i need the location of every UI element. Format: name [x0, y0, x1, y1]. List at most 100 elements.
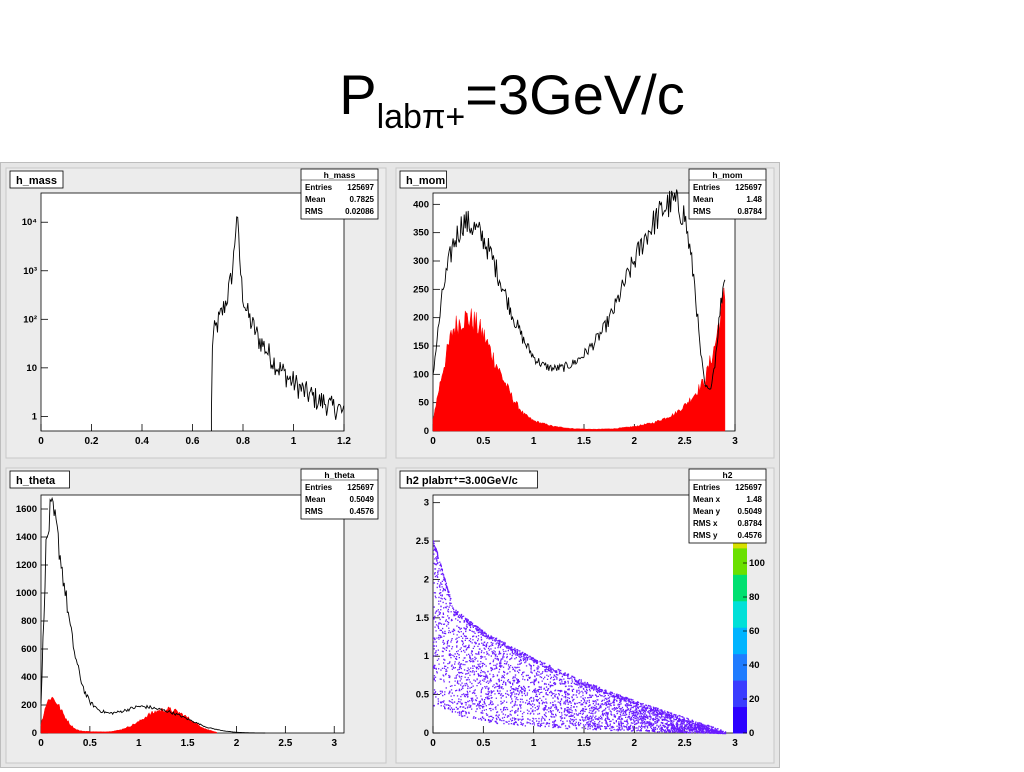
- series-line: [40, 496, 266, 734]
- stats-value: 125697: [347, 183, 374, 192]
- colorbar-tick-label: 0: [749, 728, 754, 739]
- histogram-name-box: [399, 170, 447, 189]
- y-tick-label: 600: [21, 644, 37, 655]
- stats-value: 0.02086: [345, 207, 374, 216]
- series-line: [210, 216, 345, 432]
- x-tick-label: 2.5: [678, 738, 692, 749]
- stats-key: RMS y: [693, 531, 718, 540]
- root-canvas: 0 0.2 0.4 0.6 0.8 1 1.2 1 10 10² 10³ 10⁴ h_mass h_mas…: [0, 162, 780, 768]
- y-tick-label: 1400: [16, 532, 37, 543]
- scatter-points: [433, 540, 727, 735]
- x-tick-label: 2.5: [278, 738, 292, 749]
- stats-box: [688, 168, 767, 220]
- x-tick-label: 1: [291, 436, 297, 447]
- x-tick-label: 0: [38, 436, 44, 447]
- y-tick-label: 800: [21, 616, 37, 627]
- x-tick-label: 0.5: [476, 436, 490, 447]
- y-tick-label: 1: [424, 651, 430, 662]
- y-tick-label: 150: [413, 341, 429, 352]
- y-tick-label: 2: [424, 574, 429, 585]
- histogram-name-box: [399, 470, 538, 489]
- colorbar-segment: [733, 574, 747, 602]
- stats-key: Mean y: [693, 507, 721, 516]
- y-tick-label: 2.5: [416, 536, 430, 547]
- plot-frame: [432, 494, 736, 734]
- x-tick-label: 3: [331, 738, 337, 749]
- stats-key: Entries: [305, 483, 333, 492]
- stats-value: 0.7825: [350, 195, 375, 204]
- series-fill: [432, 287, 726, 432]
- x-tick-label: 0.4: [135, 436, 149, 447]
- histogram-name-box: [9, 170, 64, 189]
- title-subscript: labπ+: [376, 98, 466, 136]
- x-tick-label: 0.5: [476, 738, 490, 749]
- slide-title: Plabπ+=3GeV/c: [0, 62, 1024, 137]
- stats-key: Mean: [693, 195, 714, 204]
- histogram-name: h_theta: [16, 475, 56, 487]
- x-tick-label: 1.5: [577, 436, 591, 447]
- stats-title: h_mass: [324, 170, 356, 180]
- x-tick-label: 0.5: [83, 738, 97, 749]
- y-tick-label: 400: [21, 672, 37, 683]
- stats-key: Mean x: [693, 495, 721, 504]
- colorbar-tick-label: 80: [749, 592, 760, 603]
- x-tick-label: 2: [632, 738, 638, 749]
- y-tick-label: 3: [424, 498, 429, 509]
- y-tick-label: 0.5: [416, 690, 430, 701]
- y-tick-label: 10²: [23, 314, 37, 325]
- x-tick-label: 0.8: [236, 436, 250, 447]
- title-rest: =3GeV/c: [465, 63, 685, 126]
- colorbar-segment: [733, 600, 747, 628]
- histogram-name-box: [9, 470, 70, 489]
- colorbar-segment: [733, 680, 747, 708]
- x-tick-label: 1: [136, 738, 142, 749]
- x-tick-label: 1.5: [577, 738, 591, 749]
- x-tick-label: 0: [38, 738, 44, 749]
- y-tick-label: 300: [413, 256, 429, 267]
- x-tick-label: 3: [732, 436, 738, 447]
- plot-frame: [432, 192, 736, 432]
- stats-box: [300, 468, 379, 520]
- x-tick-label: 0.6: [186, 436, 200, 447]
- y-tick-label: 1200: [16, 560, 37, 571]
- x-tick-label: 0: [430, 738, 436, 749]
- stats-value: 125697: [735, 483, 762, 492]
- series-line: [432, 189, 726, 390]
- histogram-name: h_mom: [406, 175, 445, 187]
- stats-box: [300, 168, 379, 220]
- stats-value: 125697: [347, 483, 374, 492]
- y-tick-label: 10⁴: [22, 217, 38, 228]
- x-tick-label: 1.5: [181, 738, 195, 749]
- pad-1: 0 0.2 0.4 0.6 0.8 1 1.2 1 10 10² 10³ 10⁴ h_mass h_mas…: [5, 167, 387, 459]
- stats-key: RMS: [305, 507, 323, 516]
- plot-frame: [40, 494, 345, 734]
- stats-value: 0.5049: [738, 507, 763, 516]
- y-tick-label: 350: [413, 228, 429, 239]
- stats-key: RMS: [305, 207, 323, 216]
- y-tick-label: 200: [413, 313, 429, 324]
- stats-key: Entries: [305, 183, 333, 192]
- x-tick-label: 2.5: [678, 436, 692, 447]
- colorbar-segment: [733, 653, 747, 681]
- y-tick-label: 0: [424, 426, 429, 437]
- colorbar-segment: [733, 627, 747, 655]
- colorbar-tick-label: 100: [749, 558, 765, 569]
- y-tick-label: 1.5: [416, 613, 430, 624]
- y-tick-label: 400: [413, 199, 429, 210]
- stats-value: 1.48: [746, 195, 762, 204]
- y-tick-label: 10: [26, 363, 37, 374]
- pad-2: 0 0.5 1 1.5 2 2.5 3 0 50 100 150 200 250 300 350 400 h_m…: [395, 167, 775, 459]
- x-tick-label: 1: [531, 436, 537, 447]
- stats-value: 0.8784: [738, 519, 763, 528]
- stats-value: 0.4576: [738, 531, 763, 540]
- stats-title: h_mom: [712, 170, 743, 180]
- y-tick-label: 10³: [23, 266, 37, 277]
- colorbar-tick-label: 20: [749, 694, 760, 705]
- stats-key: Mean: [305, 495, 326, 504]
- stats-value: 0.5049: [350, 495, 375, 504]
- colorbar-tick-label: 40: [749, 660, 760, 671]
- stats-key: Mean: [305, 195, 326, 204]
- y-tick-label: 1000: [16, 588, 37, 599]
- x-tick-label: 2: [632, 436, 638, 447]
- title-main: P: [339, 63, 377, 126]
